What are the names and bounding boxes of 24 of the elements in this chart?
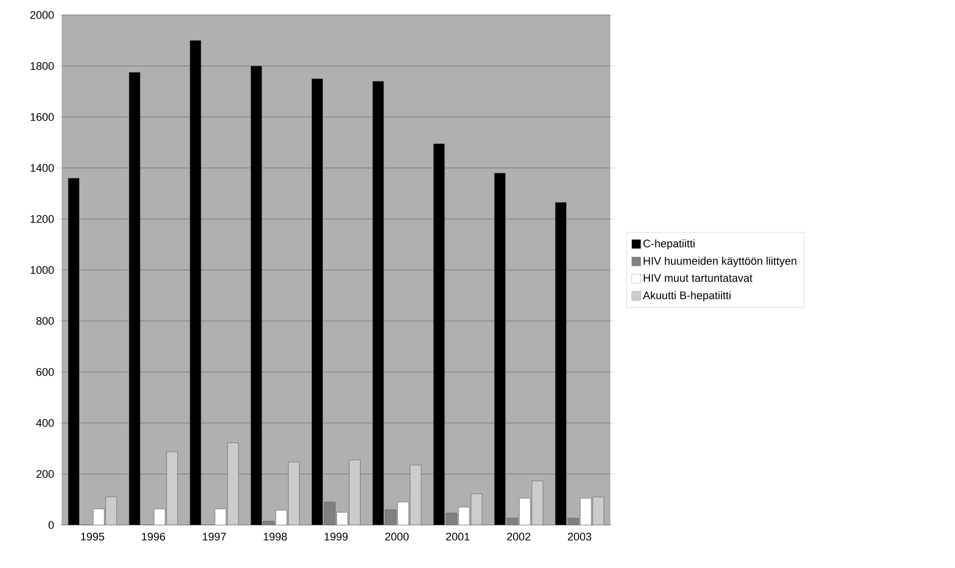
y-tick-label: 200 bbox=[36, 470, 54, 478]
y-tick-label: 1400 bbox=[30, 164, 54, 172]
x-tick-label: 1999 bbox=[324, 532, 348, 541]
x-tick-label: 1995 bbox=[81, 532, 104, 541]
x-tick-label: 1998 bbox=[264, 532, 287, 541]
y-tick-label: 2000 bbox=[30, 11, 54, 19]
legend-label: Akuutti B-hepatiitti bbox=[642, 291, 730, 302]
x-tick-label: 2000 bbox=[385, 532, 409, 541]
y-tick-label: 0 bbox=[48, 521, 54, 529]
x-tick-label: 2001 bbox=[446, 532, 470, 541]
y-tick-label: 1000 bbox=[30, 266, 54, 274]
y-tick-label: 1200 bbox=[30, 215, 54, 223]
legend-label: HIV huumeiden käyttöön liittyen bbox=[644, 256, 796, 267]
y-tick-label: 400 bbox=[36, 419, 54, 427]
x-tick-label: 1997 bbox=[202, 532, 226, 541]
legend-label: HIV muut tartuntatavat bbox=[644, 274, 752, 282]
y-tick-label: 600 bbox=[36, 368, 54, 376]
x-tick-label: 1996 bbox=[142, 532, 166, 541]
legend-label: C-hepatiitti bbox=[643, 239, 695, 250]
y-tick-label: 1800 bbox=[30, 62, 54, 70]
x-tick-label: 2003 bbox=[568, 532, 592, 541]
y-tick-label: 800 bbox=[36, 317, 54, 325]
x-tick-label: 2002 bbox=[507, 532, 530, 541]
y-tick-label: 1600 bbox=[30, 113, 54, 121]
